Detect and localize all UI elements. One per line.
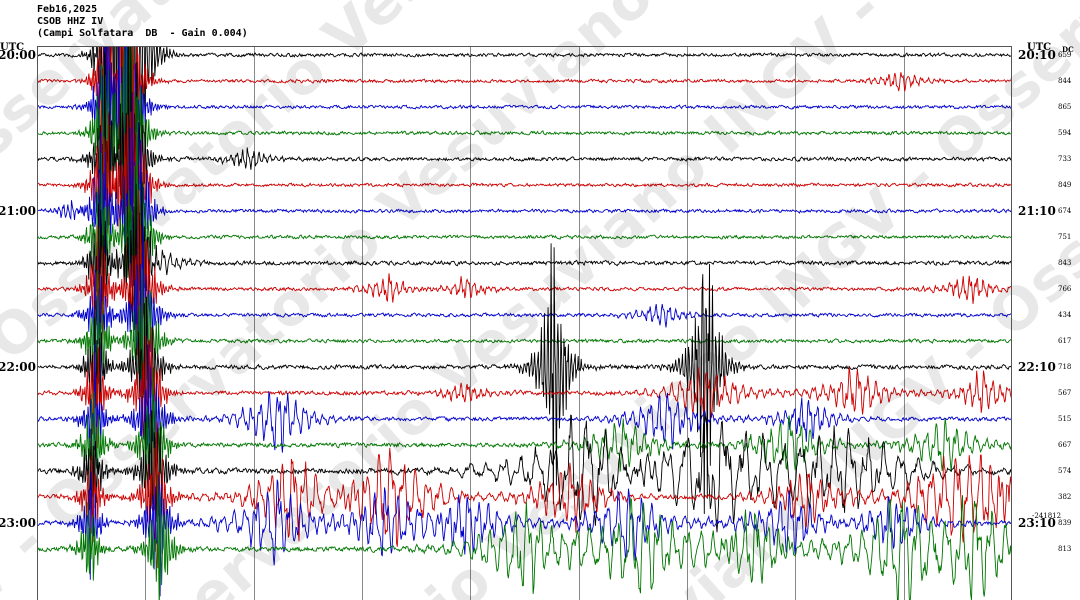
seismic-trace bbox=[37, 171, 1012, 365]
dc-value: 718 bbox=[1058, 363, 1072, 371]
dc-value: 617 bbox=[1058, 337, 1072, 345]
header-date: Feb16,2025 bbox=[37, 4, 98, 15]
dc-value: 844 bbox=[1058, 77, 1072, 85]
dc-value: 843 bbox=[1058, 259, 1072, 267]
seismic-trace bbox=[37, 471, 1012, 597]
dc-value: 382 bbox=[1058, 493, 1072, 501]
time-label-right: 21:10 bbox=[1018, 204, 1056, 218]
time-label-left: 20:00 bbox=[0, 48, 36, 62]
time-label-left: 23:00 bbox=[0, 516, 36, 530]
seismic-trace bbox=[37, 189, 1012, 392]
dc-value: 574 bbox=[1058, 467, 1072, 475]
seismic-trace bbox=[37, 92, 1012, 307]
time-label-left: 21:00 bbox=[0, 204, 36, 218]
time-label-right: 23:10 bbox=[1018, 516, 1056, 530]
seismic-trace bbox=[37, 410, 1012, 533]
time-label-left: 22:00 bbox=[0, 360, 36, 374]
header-station: CSOB HHZ IV bbox=[37, 16, 104, 27]
seismic-trace bbox=[37, 46, 1012, 325]
dc-bottom-value: -241812 bbox=[1032, 512, 1062, 520]
seismic-trace bbox=[37, 96, 1012, 336]
seismogram-plot[interactable] bbox=[37, 46, 1012, 600]
header-description: (Campi Solfatara DB - Gain 0.004) bbox=[37, 28, 248, 39]
seismic-trace bbox=[37, 46, 1012, 206]
utc-left-label: UTC bbox=[0, 42, 25, 53]
dc-value: 594 bbox=[1058, 129, 1072, 137]
dc-value: 733 bbox=[1058, 155, 1072, 163]
utc-right-label: UTC bbox=[1027, 42, 1052, 53]
dc-value: 434 bbox=[1058, 311, 1072, 319]
trace-canvas bbox=[37, 46, 1012, 600]
seismic-trace bbox=[37, 210, 1012, 410]
dc-value: 839 bbox=[1058, 519, 1072, 527]
dc-value: 674 bbox=[1058, 207, 1072, 215]
dc-value: 813 bbox=[1058, 545, 1072, 553]
seismic-trace bbox=[37, 421, 1012, 569]
seismic-trace bbox=[37, 343, 1012, 481]
seismic-trace bbox=[37, 46, 1012, 284]
seismic-trace bbox=[37, 327, 1012, 454]
seismic-trace bbox=[37, 268, 1012, 405]
seismic-trace bbox=[37, 46, 1012, 318]
dc-value: 667 bbox=[1058, 441, 1072, 449]
time-label-right: 20:10 bbox=[1018, 48, 1056, 62]
dc-value: 865 bbox=[1058, 103, 1072, 111]
seismic-trace bbox=[37, 473, 1012, 600]
header-block: Feb16,2025 CSOB HHZ IV (Campi Solfatara … bbox=[37, 4, 248, 40]
dc-value: 567 bbox=[1058, 389, 1072, 397]
dc-value: 659 bbox=[1058, 51, 1072, 59]
dc-value: 766 bbox=[1058, 285, 1072, 293]
dc-value: 751 bbox=[1058, 233, 1072, 241]
dc-column-header: DC bbox=[1062, 45, 1074, 54]
time-label-right: 22:10 bbox=[1018, 360, 1056, 374]
dc-value: 849 bbox=[1058, 181, 1072, 189]
seismic-trace bbox=[37, 46, 1012, 280]
seismic-trace bbox=[37, 46, 1012, 287]
dc-value: 515 bbox=[1058, 415, 1072, 423]
